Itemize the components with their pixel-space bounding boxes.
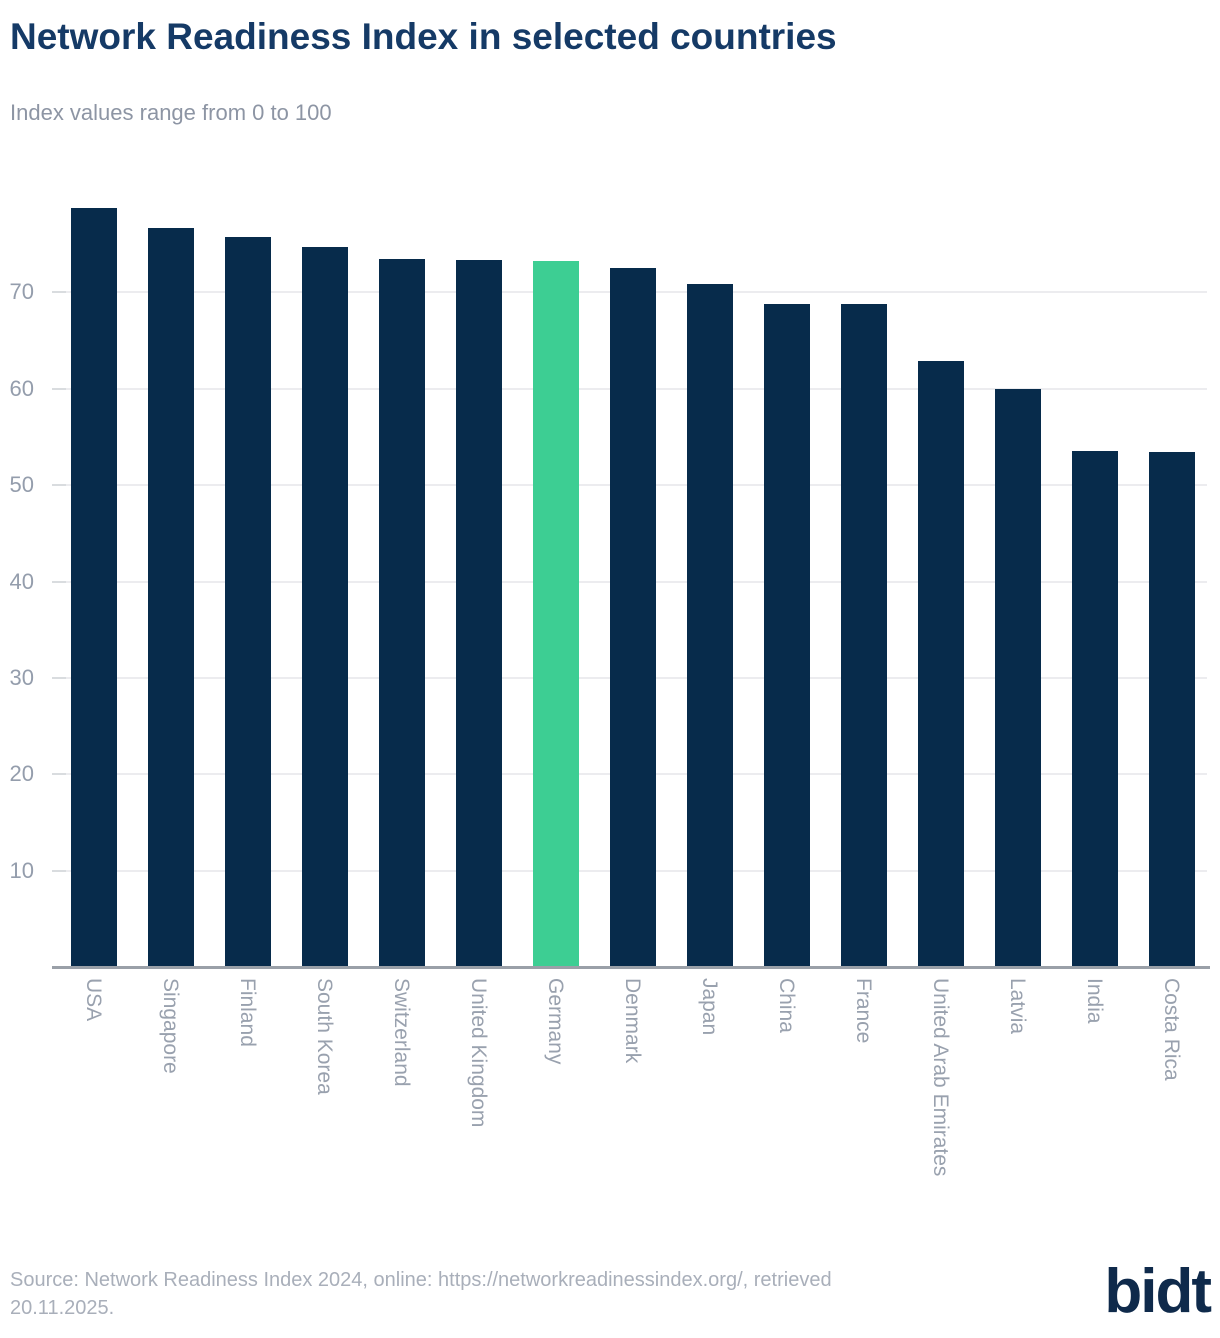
source-note: Source: Network Readiness Index 2024, on… bbox=[10, 1266, 832, 1322]
y-tick-mark bbox=[52, 387, 66, 390]
x-axis-label-usa: USA bbox=[82, 978, 105, 1022]
bar-france bbox=[840, 304, 887, 967]
y-tick-mark bbox=[52, 869, 66, 872]
bidt-logo: bidt bbox=[1104, 1257, 1212, 1326]
bar-latvia bbox=[994, 388, 1041, 967]
y-tick-mark bbox=[52, 580, 66, 583]
y-tick-mark bbox=[52, 773, 66, 776]
x-axis-label-south-korea: South Korea bbox=[313, 978, 336, 1095]
bar-india bbox=[1071, 450, 1118, 967]
x-axis-line bbox=[52, 966, 1210, 969]
x-axis-label-united-kingdom: United Kingdom bbox=[467, 978, 490, 1128]
x-axis-label-germany: Germany bbox=[544, 978, 567, 1065]
x-axis-label-france: France bbox=[852, 978, 875, 1044]
x-axis-label-united-arab-emirates: United Arab Emirates bbox=[929, 978, 952, 1177]
x-axis-label-costa-rica: Costa Rica bbox=[1160, 978, 1183, 1081]
bar-south-korea bbox=[301, 247, 348, 967]
y-tick-mark bbox=[52, 484, 66, 487]
bar-united-arab-emirates bbox=[917, 360, 964, 967]
y-tick-label: 10 bbox=[9, 857, 34, 883]
x-axis-label-finland: Finland bbox=[236, 978, 259, 1047]
bar-denmark bbox=[609, 268, 656, 967]
bar-costa-rica bbox=[1148, 452, 1195, 967]
x-axis-label-india: India bbox=[1083, 978, 1106, 1024]
x-axis-label-singapore: Singapore bbox=[159, 978, 182, 1074]
bar-finland bbox=[224, 236, 271, 967]
y-tick-label: 50 bbox=[9, 472, 34, 498]
page-title: Network Readiness Index in selected coun… bbox=[10, 16, 837, 57]
x-axis-label-latvia: Latvia bbox=[1006, 978, 1029, 1035]
bar-switzerland bbox=[378, 258, 425, 967]
y-tick-label: 70 bbox=[9, 279, 34, 305]
bar-united-kingdom bbox=[455, 259, 502, 967]
y-tick-mark bbox=[52, 291, 66, 294]
source-line-2: 20.11.2025. bbox=[10, 1297, 115, 1319]
bar-japan bbox=[686, 283, 733, 967]
y-tick-label: 30 bbox=[9, 664, 34, 690]
bar-usa bbox=[70, 207, 117, 967]
bar-singapore bbox=[147, 227, 194, 967]
y-tick-label: 40 bbox=[9, 568, 34, 594]
bar-germany bbox=[532, 260, 579, 967]
y-tick-mark bbox=[52, 676, 66, 679]
x-axis-label-china: China bbox=[775, 978, 798, 1033]
y-tick-label: 20 bbox=[9, 761, 34, 787]
x-axis-label-japan: Japan bbox=[698, 978, 721, 1036]
x-axis-label-denmark: Denmark bbox=[621, 978, 644, 1064]
source-line-1: Source: Network Readiness Index 2024, on… bbox=[10, 1269, 832, 1291]
x-axis-label-switzerland: Switzerland bbox=[390, 978, 413, 1087]
y-tick-label: 60 bbox=[9, 375, 34, 401]
chart-subtitle: Index values range from 0 to 100 bbox=[10, 100, 332, 125]
bar-china bbox=[763, 304, 810, 967]
